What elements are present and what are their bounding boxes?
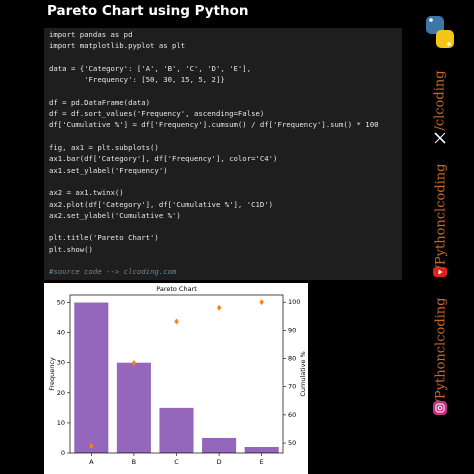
code-line: df = df.sort_values('Frequency', ascendi… (49, 109, 265, 119)
bar (202, 437, 237, 453)
code-line: data = {'Category': ['A', 'B', 'C', 'D',… (49, 63, 252, 73)
code-block: import pandas as pd import matplotlib.pyp… (44, 28, 402, 280)
chart-title: Pareto Chart (156, 285, 197, 293)
x-tick-label: A (89, 458, 94, 466)
code-line: ax2 = ax1.twinx() (49, 188, 124, 198)
header-title: Pareto Chart using Python (47, 3, 249, 19)
y-tick-label: 10 (57, 419, 65, 427)
bar (74, 302, 109, 453)
code-line: plt.show() (49, 244, 93, 254)
code-line: ax1.bar(df['Category'], df['Frequency'],… (49, 154, 278, 164)
code-line: ax1.set_ylabel('Frequency') (49, 165, 168, 175)
x-tick-label: E (260, 458, 264, 466)
y2-tick-label: 70 (288, 383, 296, 391)
y2-tick-label: 60 (288, 411, 296, 419)
side-handle: /clcoding (432, 70, 448, 131)
x-tick-label: B (132, 458, 136, 466)
marker (89, 442, 94, 449)
y-tick-label: 0 (61, 449, 65, 457)
y2-tick-label: 90 (288, 326, 296, 334)
code-line: ax2.set_ylabel('Cumulative %') (49, 210, 181, 220)
youtube-icon[interactable] (433, 266, 447, 278)
marker (259, 299, 264, 306)
code-line: import pandas as pd (49, 30, 133, 39)
y-axis-label: Frequency (48, 357, 56, 391)
code-line: df = pd.DataFrame(data) (49, 97, 151, 107)
y2-axis-label: Cumulative % (299, 351, 307, 396)
y2-tick-label: 100 (288, 298, 300, 306)
code-line: 'Frequency': [50, 30, 15, 5, 2]} (49, 75, 225, 85)
y2-tick-label: 50 (288, 439, 296, 447)
plot-frame (69, 294, 284, 454)
y-tick-label: 50 (57, 299, 65, 307)
code-line: ax2.plot(df['Category'], df['Cumulative … (49, 199, 274, 209)
y-tick-label: 40 (57, 329, 65, 337)
marker (174, 318, 179, 325)
y-tick-label: 30 (57, 359, 65, 367)
instagram-icon[interactable] (433, 401, 447, 415)
bar (116, 362, 151, 453)
bar (159, 407, 194, 453)
code-line: df['Cumulative %'] = df['Frequency'].cum… (49, 120, 379, 130)
x-tick-label: D (217, 458, 222, 466)
y-tick-label: 20 (57, 389, 65, 397)
x-icon[interactable] (433, 131, 447, 145)
code-line: #source code --> clcoding.com (49, 267, 177, 277)
side-handle: /Pythonclcoding (433, 297, 449, 404)
python-logo (426, 16, 454, 48)
chart: Pareto Chart 0 10 20 30 40 50 50 60 70 80 90 100 Freq… (44, 283, 308, 474)
code-line: fig, ax1 = plt.subplots() (49, 143, 159, 152)
side-handle: /Pythonclcoding (433, 163, 449, 270)
marker (216, 304, 222, 311)
bar (244, 446, 279, 453)
code-line: import matplotlib.pyplot as plt (49, 41, 186, 51)
x-tick-label: C (174, 458, 179, 466)
code-line: plt.title('Pareto Chart') (49, 233, 159, 243)
y2-tick-label: 80 (288, 355, 296, 363)
marker (131, 359, 137, 366)
